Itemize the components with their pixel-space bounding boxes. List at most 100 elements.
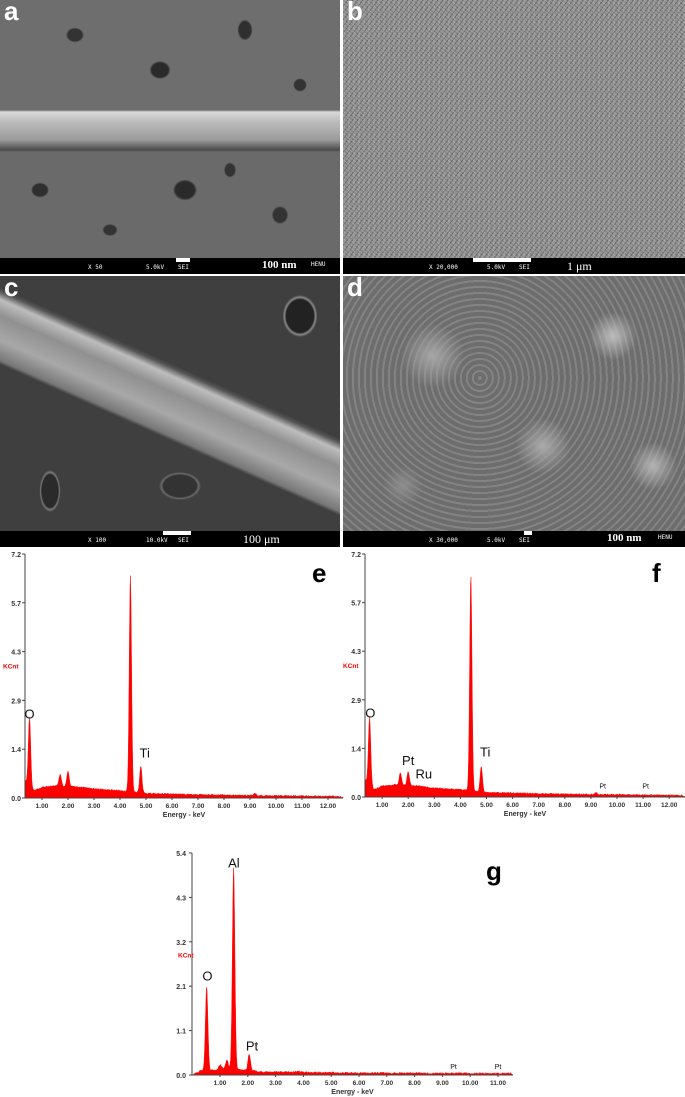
peak-label-pt: Pt: [450, 1064, 457, 1071]
peak-label-ti: Ti: [480, 745, 490, 760]
y-tick-label: 4.3: [11, 650, 21, 657]
peak-label-pt: Pt: [642, 784, 649, 791]
scale-label: 1 μm: [567, 259, 592, 273]
x-tick-label: 8.00: [218, 803, 231, 810]
x-tick-label: 1.00: [376, 802, 389, 809]
x-tick-label: 8.00: [558, 802, 571, 809]
eds-chart-g: 0.0 1.1 2.1 3.2 4.3 5.4 1.00 2.00 3.00 4.00 5.00 6.…: [176, 851, 514, 1096]
x-tick-label: 5.00: [140, 803, 153, 810]
y-tick-label: 5.7: [351, 601, 361, 608]
y-tick-label: 0.0: [176, 1073, 186, 1080]
y-tick-label: 4.3: [351, 649, 361, 656]
peak-label-o: O: [24, 706, 34, 721]
x-tick-label: 11.00: [490, 1080, 506, 1087]
y-tick-label: 2.9: [11, 698, 21, 705]
x-tick-label: 1.00: [36, 803, 49, 810]
detector: SEI: [519, 537, 530, 544]
x-tick-label: 3.00: [269, 1080, 282, 1087]
peak-label-pt: Pt: [246, 1038, 259, 1053]
sem-panel-b: b X 20,000 5.0kV SEI 1 μm: [343, 0, 685, 274]
detector: SEI: [178, 264, 189, 271]
x-tick-label: 2.00: [402, 802, 415, 809]
detector: SEI: [178, 537, 189, 544]
magnification: X 20,000: [429, 264, 458, 271]
panel-letter-b: b: [347, 0, 363, 26]
x-tick-label: 8.00: [408, 1080, 421, 1087]
y-tick-label: 2.1: [176, 984, 186, 991]
lab-label: HENU: [311, 261, 326, 268]
x-tick-label: 3.00: [428, 802, 441, 809]
x-tick-label: 5.00: [480, 802, 493, 809]
x-tick-label: 7.00: [192, 803, 205, 810]
sem-image-a: [0, 0, 340, 258]
sem-panel-c: c X 100 10.0kV SEI 100 μm: [0, 276, 340, 547]
y-tick-label: 0.0: [351, 795, 361, 802]
peak-label-o: O: [365, 706, 375, 721]
x-tick-label: 9.00: [585, 802, 598, 809]
x-tick-label: 7.00: [532, 802, 545, 809]
y-tick-label: 1.1: [176, 1029, 186, 1036]
voltage: 5.0kV: [146, 264, 165, 271]
y-tick-label: 3.2: [176, 940, 186, 947]
sem-panel-d: d X 30,000 5.0kV SEI 100 nm HENU: [343, 276, 685, 547]
x-tick-label: 11.00: [294, 803, 310, 810]
peak-label-pt: Pt: [402, 753, 415, 768]
voltage: 5.0kV: [487, 264, 506, 271]
x-tick-label: 10.00: [609, 802, 626, 809]
scale-label: 100 nm: [262, 259, 297, 271]
scale-bar: [163, 531, 191, 535]
sem-info-bar-b: X 20,000 5.0kV SEI 1 μm: [343, 258, 685, 274]
spectrum-f: [364, 577, 685, 798]
x-tick-label: 10.00: [268, 803, 285, 810]
scale-label: 100 μm: [243, 532, 280, 546]
voltage: 5.0kV: [487, 537, 506, 544]
x-axis-label: Energy - keV: [331, 1089, 374, 1096]
x-tick-label: 2.00: [62, 803, 75, 810]
y-axis-label: KCnt: [178, 952, 194, 959]
y-axis-label: KCnt: [3, 664, 19, 671]
x-tick-label: 12.00: [661, 802, 678, 809]
magnification: X 30,000: [429, 537, 458, 544]
y-tick-label: 7.2: [351, 552, 361, 559]
x-tick-label: 4.00: [114, 803, 127, 810]
panel-letter-f: f: [652, 558, 661, 588]
x-tick-label: 10.00: [462, 1080, 479, 1087]
peak-label-o: O: [202, 968, 212, 983]
y-tick-label: 1.4: [11, 747, 21, 754]
y-tick-label: 5.7: [11, 601, 21, 608]
scale-bar: [524, 531, 532, 535]
detector: SEI: [519, 264, 530, 271]
x-tick-label: 12.00: [320, 803, 337, 810]
x-tick-label: 1.00: [214, 1080, 227, 1087]
panel-letter-d: d: [347, 276, 363, 302]
sem-info-bar-a: X 50 5.0kV SEI 100 nm HENU: [0, 258, 340, 274]
sem-image-b: [343, 0, 685, 258]
voltage: 10.0kV: [146, 537, 168, 544]
panel-letter-a: a: [4, 0, 19, 26]
y-tick-label: 4.3: [176, 895, 186, 902]
x-axis-label: Energy - keV: [163, 812, 206, 819]
sem-info-bar-d: X 30,000 5.0kV SEI 100 nm HENU: [343, 531, 685, 547]
x-axis-label: Energy - keV: [504, 811, 547, 818]
y-tick-label: 2.9: [351, 698, 361, 705]
scale-bar: [473, 258, 531, 262]
x-tick-label: 6.00: [353, 1080, 366, 1087]
panel-letter-e: e: [312, 558, 326, 588]
x-tick-label: 11.00: [635, 802, 651, 809]
scale-label: 100 nm: [607, 532, 642, 544]
panel-letter-g: g: [486, 856, 502, 886]
x-tick-label: 6.00: [166, 803, 179, 810]
sem-image-c: [0, 276, 340, 531]
peak-label-ru: Ru: [416, 766, 433, 781]
eds-chart-e: 0.0 1.4 2.9 4.3 5.7 7.2 1.00 2.00 3.00 4.00 5.00 6.…: [3, 552, 344, 819]
eds-chart-f: 0.0 1.4 2.9 4.3 5.7 7.2 1.00 2.00 3.00 4.00 5.00 6.…: [343, 552, 685, 818]
panel-letter-c: c: [4, 276, 19, 302]
x-tick-label: 7.00: [380, 1080, 393, 1087]
x-tick-label: 6.00: [506, 802, 519, 809]
y-tick-label: 5.4: [176, 851, 186, 858]
spectrum-g: [191, 867, 514, 1076]
magnification: X 50: [88, 264, 103, 271]
x-tick-label: 9.00: [436, 1080, 449, 1087]
